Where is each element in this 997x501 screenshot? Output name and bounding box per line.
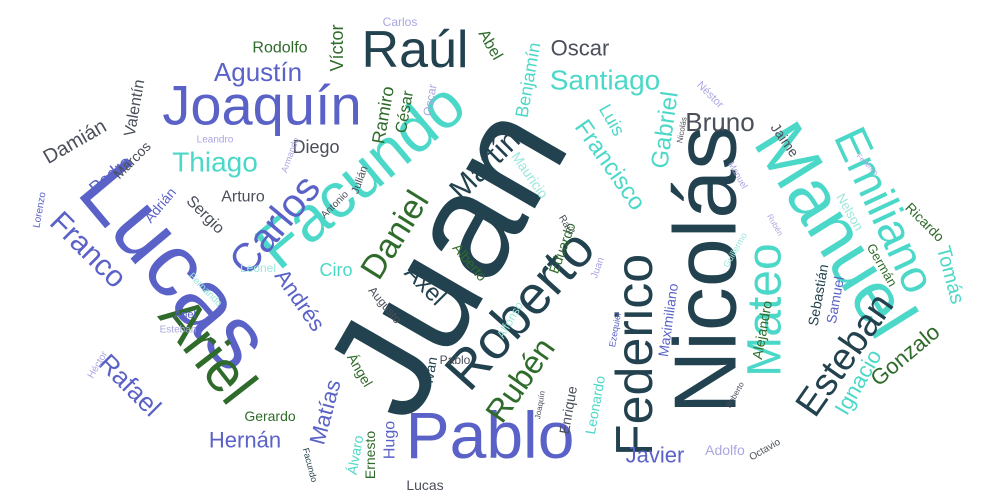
- word-arturo: Arturo: [221, 189, 265, 206]
- word-diego: Diego: [292, 137, 339, 157]
- word-gerardo: Gerardo: [244, 408, 296, 424]
- word-carlos: Carlos: [383, 15, 418, 29]
- word-valentín: Valentín: [122, 78, 149, 138]
- word-federico: Federico: [606, 254, 664, 456]
- word-matías: Matías: [304, 377, 345, 447]
- word-nicolás: Nicolás: [675, 116, 688, 143]
- word-lucas: Lucas: [406, 477, 443, 493]
- word-damián: Damián: [40, 115, 111, 169]
- word-oscar: Oscar: [420, 83, 439, 117]
- word-ciro: Ciro: [319, 260, 352, 280]
- word-benjamín: Benjamín: [512, 41, 545, 119]
- word-santiago: Santiago: [550, 65, 661, 96]
- word-hernán: Hernán: [209, 428, 281, 453]
- word-octavio: Octavio: [748, 437, 783, 464]
- word-pablo: Pablo: [440, 353, 471, 367]
- word-joaquín: Joaquín: [162, 74, 361, 137]
- word-rodolfo: Rodolfo: [252, 40, 307, 57]
- word-álvaro: Álvaro: [344, 434, 367, 476]
- word-raúl: Raúl: [362, 21, 469, 79]
- word-agustín: Agustín: [214, 57, 302, 87]
- word-pablo: Pablo: [406, 398, 575, 472]
- word-adolfo: Adolfo: [705, 442, 745, 458]
- word-facundo: Facundo: [301, 447, 320, 483]
- word-lorenzo: Lorenzo: [31, 191, 48, 229]
- word-leandro: Leandro: [197, 135, 234, 146]
- word-leonardo: Leonardo: [582, 374, 608, 435]
- word-thiago: Thiago: [172, 147, 258, 178]
- word-esteban: Esteban: [160, 325, 197, 336]
- word-víctor: Víctor: [327, 24, 347, 71]
- word-nicolás: Nicolás: [656, 126, 755, 415]
- word-javier: Javier: [626, 443, 685, 468]
- word-enrique: Enrique: [556, 385, 580, 436]
- word-ernesto: Ernesto: [362, 431, 378, 479]
- word-leonel: Leonel: [240, 261, 276, 275]
- word-ariel: Ariel: [174, 309, 196, 321]
- word-abel: Abel: [475, 27, 506, 63]
- word-bruno: Bruno: [685, 107, 754, 137]
- word-iván: Iván: [420, 356, 440, 385]
- word-mateo: Mateo: [739, 243, 792, 376]
- word-hugo: Hugo: [382, 421, 399, 459]
- word-oscar: Oscar: [551, 36, 610, 61]
